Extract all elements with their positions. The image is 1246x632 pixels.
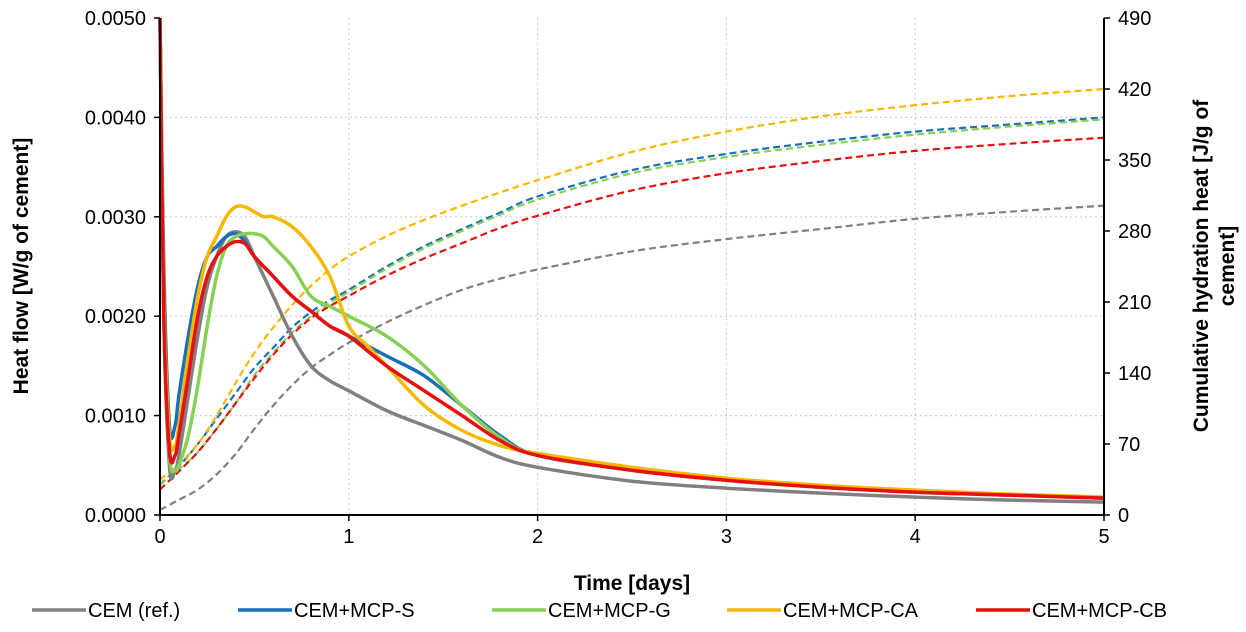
legend-label-2: CEM+MCP-S: [294, 600, 415, 622]
x-tick-label: 0: [154, 526, 165, 548]
y-left-tick-label: 0.0050: [85, 8, 146, 30]
x-axis-title: Time [days]: [574, 572, 690, 595]
cumulative-line-5: [159, 136, 1105, 491]
legend-label-4: CEM+MCP-CA: [783, 600, 919, 622]
cumulative-line-1: [159, 204, 1105, 511]
y-right-tick-label: 350: [1118, 150, 1151, 172]
y-left-tick-label: 0.0020: [85, 306, 146, 328]
x-tick-label: 3: [721, 526, 732, 548]
legend: CEM (ref.) CEM+MCP-S CEM+MCP-G CEM+MCP-CA CE…: [32, 600, 1167, 622]
y-left-axis-title: Heat flow [W/g of cement]: [10, 138, 33, 395]
y-right-axis-title: Cumulative hydration heat [J/g of cement…: [1190, 99, 1239, 433]
heat-flow-lines: [158, 17, 1105, 504]
y-right-axis-title-line-1: Cumulative hydration heat [J/g of: [1190, 99, 1213, 433]
y-right-axis-title-line-2: cement]: [1216, 226, 1239, 307]
heat-flow-line-3: [158, 17, 1105, 500]
legend-label-5: CEM+MCP-CB: [1032, 600, 1167, 622]
x-tick-label: 2: [532, 526, 543, 548]
cumulative-line-4: [159, 87, 1105, 481]
y-right-tick-label: 490: [1118, 8, 1151, 30]
cumulative-line-3: [159, 118, 1105, 486]
heat-flow-line-5: [158, 17, 1105, 500]
cumulative-line-2: [159, 116, 1105, 486]
y-right-tick-label: 140: [1118, 363, 1151, 385]
x-tick-label: 4: [910, 526, 921, 548]
y-left-tick-label: 0.0000: [85, 505, 146, 527]
y-right-tick-label: 420: [1118, 79, 1151, 101]
y-right-tick-label: 0: [1118, 505, 1129, 527]
legend-label-1: CEM (ref.): [88, 600, 180, 622]
heat-flow-line-1: [158, 17, 1105, 504]
y-right-tick-label: 70: [1118, 434, 1140, 456]
y-left-tick-label: 0.0010: [85, 406, 146, 428]
cumulative-heat-lines: [159, 87, 1105, 511]
y-right-tick-label: 280: [1118, 221, 1151, 243]
x-tick-label: 5: [1098, 526, 1109, 548]
gridlines: [160, 18, 1105, 515]
axes: [154, 17, 1110, 521]
tick-labels: 0 1 2 3 4 5 0.0000 0.0010 0.0020 0.0030 0.0040 0.00…: [85, 8, 1152, 548]
x-tick-label: 1: [343, 526, 354, 548]
heat-flow-line-4: [158, 17, 1105, 499]
y-right-tick-label: 210: [1118, 292, 1151, 314]
y-left-tick-label: 0.0040: [85, 107, 146, 129]
legend-label-3: CEM+MCP-G: [548, 600, 671, 622]
heat-flow-line-2: [158, 17, 1105, 500]
y-left-tick-label: 0.0030: [85, 207, 146, 229]
